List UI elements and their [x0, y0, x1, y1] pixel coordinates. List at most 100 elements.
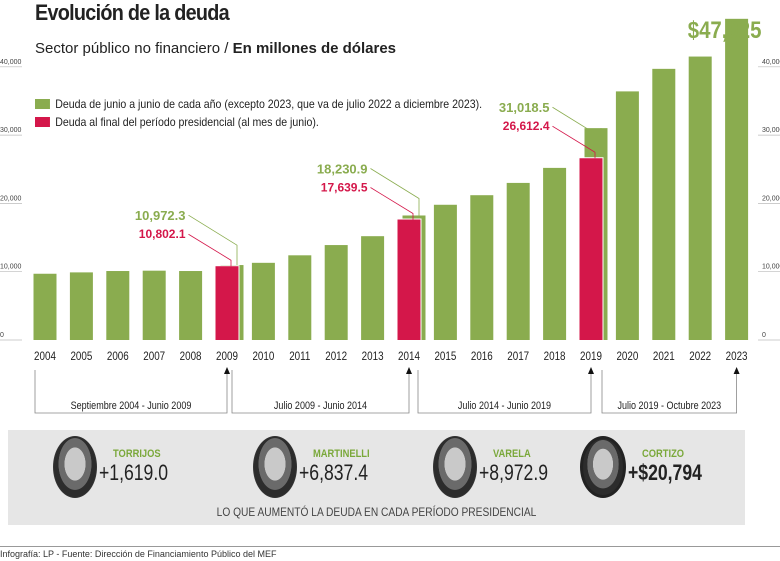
arrow-up-icon: [588, 367, 594, 374]
president-name: CORTIZO: [642, 448, 685, 460]
bar-2012: [324, 245, 348, 340]
x-tick-label: 2010: [252, 350, 274, 363]
x-tick-label: 2023: [726, 350, 748, 363]
bar-2004: [33, 273, 57, 340]
x-tick-label: 2007: [143, 350, 165, 363]
president-name: TORRIJOS: [113, 448, 161, 460]
panel-caption: LO QUE AUMENTÓ LA DEUDA EN CADA PERÍODO …: [216, 505, 537, 519]
x-tick-label: 2022: [689, 350, 711, 363]
x-tick-label: 2018: [544, 350, 566, 363]
y-tick-label-left: 30,000: [0, 127, 22, 134]
period-bracket: [417, 370, 592, 414]
bar-2015: [433, 204, 457, 340]
y-tick-label-right: 40,000: [762, 59, 780, 66]
y-tick-label-right: 0: [762, 332, 766, 339]
annotation-red: 10,802.1: [139, 227, 186, 241]
period-bracket: [231, 370, 410, 414]
period-label: Septiembre 2004 - Junio 2009: [71, 400, 192, 412]
president-value: +6,837.4: [299, 460, 368, 485]
period-label: Julio 2014 - Junio 2019: [458, 400, 552, 412]
x-tick-label: 2013: [362, 350, 384, 363]
bar-2011: [288, 255, 312, 340]
subtitle-regular: Sector público no financiero /: [35, 40, 233, 57]
leader-line-green: [370, 168, 420, 216]
x-tick-label: 2015: [434, 350, 456, 363]
annotation-total: $47,025: [688, 16, 762, 43]
president-value: +8,972.9: [479, 460, 548, 485]
bar-end-2019: [579, 158, 603, 340]
x-tick-label: 2004: [34, 350, 56, 363]
bar-2005: [69, 272, 93, 340]
leader-line-green: [552, 106, 602, 138]
y-tick-label-right: 20,000: [762, 195, 780, 202]
bar-2006: [106, 271, 130, 340]
leader-line-red: [552, 125, 596, 159]
leader-line-green: [188, 214, 238, 266]
legend-label: Deuda de junio a junio de cada año (exce…: [55, 97, 483, 111]
x-tick-label: 2008: [180, 350, 202, 363]
arrow-up-icon: [733, 367, 740, 374]
annotation-red: 26,612.4: [503, 119, 550, 133]
x-tick-label: 2017: [507, 350, 529, 363]
footer-credit: Infografía: LP - Fuente: Dirección de Fi…: [0, 549, 277, 559]
president-martinelli: MARTINELLI +6,837.4: [253, 436, 385, 498]
bar-2007: [142, 270, 166, 340]
president-value: +1,619.0: [99, 460, 168, 485]
annotation-red: 17,639.5: [321, 181, 368, 195]
x-tick-label: 2005: [70, 350, 92, 363]
x-tick-label: 2006: [107, 350, 129, 363]
bar-end-2014: [397, 219, 421, 340]
arrow-up-icon: [406, 367, 412, 374]
legend-item-red: Deuda al final del período presidencial …: [35, 113, 482, 131]
chart-title: Evolución de la deuda: [35, 0, 230, 25]
period-bracket: [601, 370, 737, 414]
x-tick-label: 2011: [289, 350, 310, 363]
bar-2023: [725, 18, 749, 341]
president-cortizo: CORTIZO +$20,794: [580, 436, 720, 498]
bar-2018: [543, 167, 567, 340]
legend: Deuda de junio a junio de cada año (exce…: [35, 95, 482, 131]
chart-subtitle: Sector público no financiero / En millon…: [35, 40, 396, 57]
bar-end-2009: [215, 266, 239, 340]
y-tick-label-left: 0: [0, 332, 4, 339]
y-tick-label-left: 10,000: [0, 264, 22, 271]
bar-2010: [251, 262, 275, 340]
bar-2021: [652, 68, 676, 340]
president-value: +$20,794: [628, 460, 702, 485]
bar-chart: 0 0 10,000 10,000 20,000 20,000 30,000 30,000 40…: [0, 16, 780, 414]
footer-divider: [0, 546, 780, 547]
legend-swatch: [35, 99, 50, 109]
president-varela: VARELA +8,972.9: [433, 436, 565, 498]
presidents-panel: TORRIJOS +1,619.0 MARTINELLI +6,837.4 VARE…: [8, 430, 745, 525]
bar-2022: [688, 56, 712, 341]
leader-line-red: [370, 187, 414, 220]
subtitle-bold: En millones de dólares: [232, 40, 397, 57]
president-torrijos: TORRIJOS +1,619.0: [53, 436, 185, 498]
bar-2016: [470, 195, 494, 340]
president-name: VARELA: [493, 448, 531, 460]
x-tick-label: 2009: [216, 350, 238, 363]
period-bracket: [34, 370, 228, 414]
bar-2017: [506, 182, 530, 340]
photo-torrijos: [53, 436, 97, 498]
photo-cortizo: [580, 436, 626, 498]
photo-varela: [433, 436, 477, 498]
photo-martinelli: [253, 436, 297, 498]
period-label: Julio 2019 - Octubre 2023: [617, 400, 721, 412]
x-tick-label: 2012: [325, 350, 347, 363]
annotation-green: 18,230.9: [317, 162, 368, 177]
leader-line-red: [188, 233, 232, 267]
x-tick-label: 2019: [580, 350, 602, 363]
legend-item-green: Deuda de junio a junio de cada año (exce…: [35, 95, 482, 113]
y-tick-label-right: 30,000: [762, 127, 780, 134]
annotation-green: 10,972.3: [135, 208, 186, 223]
x-tick-label: 2016: [471, 350, 493, 363]
x-tick-label: 2021: [653, 350, 675, 363]
legend-swatch: [35, 117, 50, 127]
period-label: Julio 2009 - Junio 2014: [274, 400, 368, 412]
y-tick-label-left: 20,000: [0, 195, 22, 202]
bar-2013: [361, 236, 385, 340]
annotation-green: 31,018.5: [499, 100, 550, 115]
bar-2008: [179, 271, 203, 340]
x-tick-label: 2014: [398, 350, 420, 363]
